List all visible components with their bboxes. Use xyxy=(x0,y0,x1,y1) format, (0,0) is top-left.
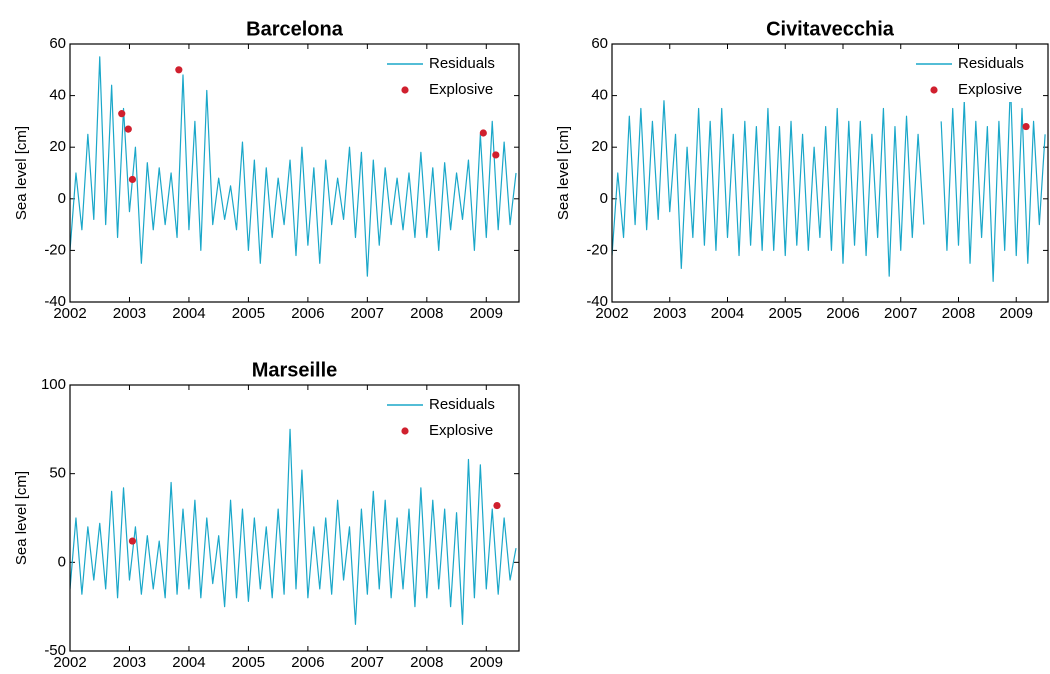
y-tick-label: -50 xyxy=(44,642,66,659)
legend-marker xyxy=(930,86,938,94)
x-tick-label: 2006 xyxy=(291,305,324,322)
x-tick-label: 2008 xyxy=(942,305,975,322)
explosive-point xyxy=(479,129,487,137)
legend-marker xyxy=(401,86,409,94)
x-tick-label: 2007 xyxy=(351,305,384,322)
explosive-point xyxy=(128,175,137,184)
x-tick-label: 2004 xyxy=(711,305,744,322)
x-tick-label: 2006 xyxy=(826,305,859,322)
residuals-line xyxy=(70,56,517,277)
x-tick-label: 2009 xyxy=(1000,305,1033,322)
y-tick-label: 100 xyxy=(41,376,66,393)
x-tick-label: 2008 xyxy=(410,305,443,322)
y-tick-label: 60 xyxy=(49,35,66,52)
residuals-line xyxy=(612,82,1046,282)
y-tick-label: 0 xyxy=(58,190,66,207)
y-tick-label: 60 xyxy=(591,35,608,52)
y-axis-label: Sea level [cm] xyxy=(555,126,572,220)
legend-marker xyxy=(401,427,409,435)
x-tick-label: 2006 xyxy=(291,654,324,671)
legend-label: Explosive xyxy=(429,81,493,98)
y-tick-label: -40 xyxy=(586,293,608,310)
y-tick-label: 20 xyxy=(591,138,608,155)
x-tick-label: 2008 xyxy=(410,654,443,671)
axes-frame xyxy=(69,384,520,652)
explosive-point xyxy=(124,125,132,133)
legend-label: Residuals xyxy=(429,396,495,413)
chart-title: Civitavecchia xyxy=(766,18,895,40)
chart-title: Barcelona xyxy=(246,18,344,40)
chart-title: Marseille xyxy=(252,359,338,381)
y-tick-label: 0 xyxy=(58,553,66,570)
x-tick-label: 2002 xyxy=(53,305,86,322)
explosive-point xyxy=(128,537,137,545)
y-axis-label: Sea level [cm] xyxy=(13,126,30,220)
plot-area xyxy=(612,82,1046,282)
axes-frame xyxy=(611,43,1049,303)
explosive-point xyxy=(493,501,501,510)
y-tick-label: 40 xyxy=(591,87,608,104)
x-tick-label: 2007 xyxy=(884,305,917,322)
x-tick-label: 2004 xyxy=(172,654,205,671)
y-tick-label: 50 xyxy=(49,465,66,482)
y-tick-label: -20 xyxy=(586,241,608,258)
legend-label: Explosive xyxy=(429,422,493,439)
residuals-line xyxy=(70,428,517,625)
y-tick-label: 40 xyxy=(49,87,66,104)
explosive-point xyxy=(118,110,126,118)
y-axis-label: Sea level [cm] xyxy=(13,471,30,565)
explosive-point xyxy=(492,151,500,159)
explosive-point xyxy=(175,66,183,74)
plot-area xyxy=(70,56,517,277)
y-tick-label: -40 xyxy=(44,293,66,310)
x-tick-label: 2004 xyxy=(172,305,205,322)
x-tick-label: 2002 xyxy=(53,654,86,671)
x-tick-label: 2005 xyxy=(769,305,802,322)
x-tick-label: 2005 xyxy=(232,305,265,322)
axes-frame xyxy=(69,43,520,303)
x-tick-label: 2003 xyxy=(653,305,686,322)
x-tick-label: 2009 xyxy=(470,305,503,322)
y-tick-label: 20 xyxy=(49,138,66,155)
x-tick-label: 2005 xyxy=(232,654,265,671)
x-tick-label: 2003 xyxy=(113,305,146,322)
x-tick-label: 2002 xyxy=(595,305,628,322)
legend-label: Residuals xyxy=(958,55,1024,72)
legend-label: Explosive xyxy=(958,81,1022,98)
x-tick-label: 2009 xyxy=(470,654,503,671)
x-tick-label: 2007 xyxy=(351,654,384,671)
y-tick-label: -20 xyxy=(44,241,66,258)
plot-area xyxy=(70,428,517,625)
legend-label: Residuals xyxy=(429,55,495,72)
x-tick-label: 2003 xyxy=(113,654,146,671)
y-tick-label: 0 xyxy=(600,190,608,207)
explosive-point xyxy=(1022,122,1030,131)
